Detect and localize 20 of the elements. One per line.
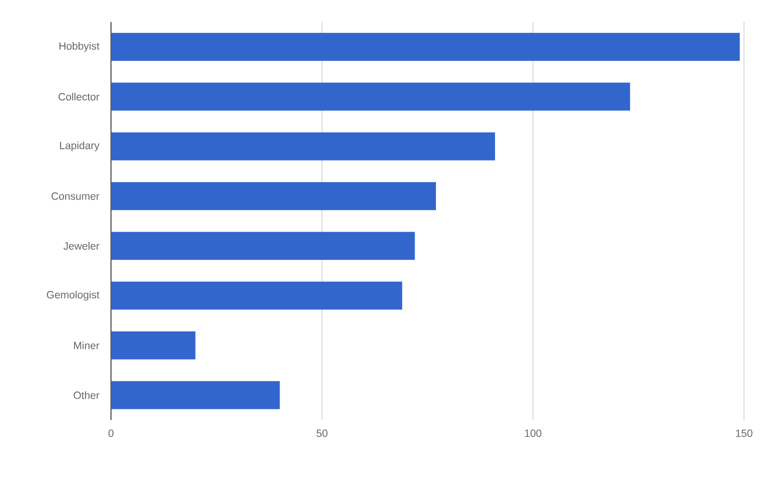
bar	[111, 282, 402, 310]
bar	[111, 32, 740, 61]
bar	[111, 232, 415, 260]
bar	[111, 331, 196, 360]
bar	[111, 381, 280, 410]
y-tick-label: Hobbyist	[59, 42, 100, 52]
bar	[111, 82, 630, 111]
x-tick-label: 0	[108, 430, 114, 437]
y-tick-label: Consumer	[52, 192, 100, 200]
y-tick-label: Gemologist	[46, 290, 100, 301]
y-tick-label: Collector	[58, 92, 100, 100]
x-tick-label: 150	[736, 430, 752, 437]
x-tick-label: 100	[525, 430, 542, 437]
y-tick-label: Other	[74, 391, 100, 399]
bar	[111, 132, 496, 160]
x-tick-label: 50	[316, 430, 328, 437]
y-tick-label: Miner	[74, 342, 100, 350]
bar	[111, 182, 436, 210]
y-tick-label: Jeweler	[63, 242, 100, 250]
y-tick-label: Lapidary	[60, 141, 100, 152]
